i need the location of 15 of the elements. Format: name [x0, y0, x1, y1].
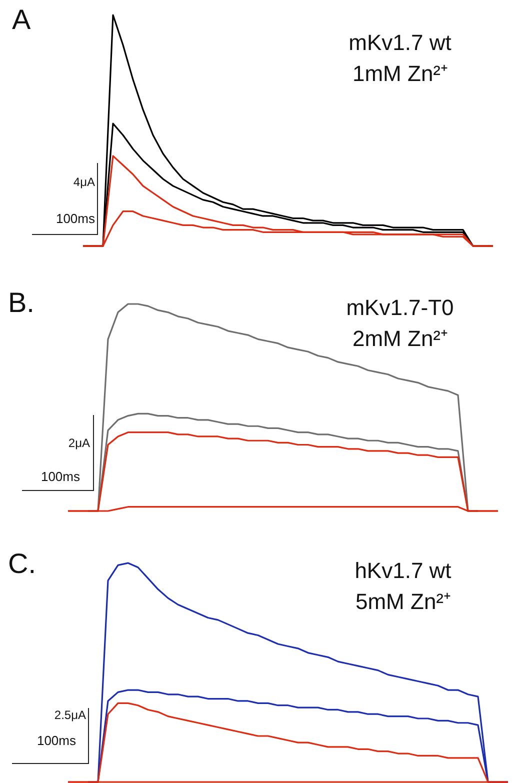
- annotation: 2.5μA: [54, 708, 86, 722]
- text: B.: [8, 287, 34, 319]
- text: C.: [8, 548, 36, 580]
- text: mKv1.7 wt: [348, 30, 452, 56]
- annotation: 100ms: [36, 733, 76, 748]
- annotation: 100ms: [40, 469, 80, 484]
- text: 1mM Zn²⁺: [352, 60, 448, 87]
- annotation: 2μA: [68, 436, 90, 450]
- annotation: 4μA: [73, 175, 95, 189]
- text: A: [12, 4, 31, 36]
- annotation: 100ms: [56, 211, 95, 226]
- text: 2mM Zn²⁺: [352, 325, 448, 352]
- chart-title: hKv1.7 wt: [354, 558, 452, 584]
- chart-title: mKv1.7-T0: [345, 295, 455, 321]
- text: 5mM Zn²⁺: [354, 588, 452, 615]
